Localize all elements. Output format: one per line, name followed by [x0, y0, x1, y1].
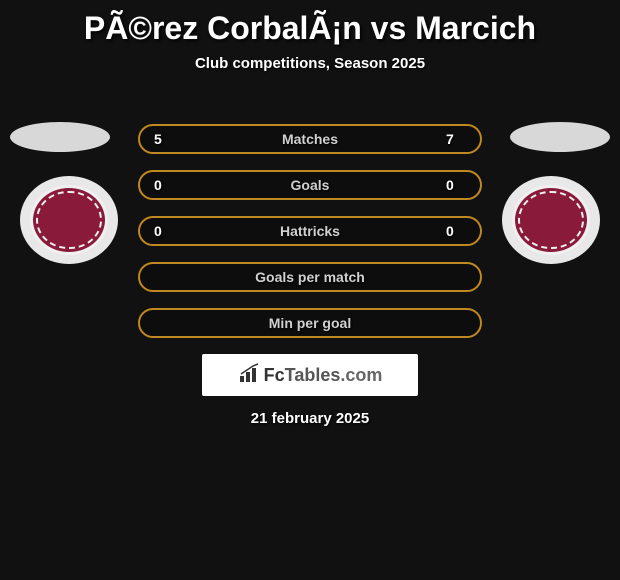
stat-row-goals: 0 Goals 0 [138, 170, 482, 200]
stat-right-value: 0 [446, 177, 466, 193]
stat-right-value: 0 [446, 223, 466, 239]
stat-left-value: 0 [154, 223, 174, 239]
page-title: PÃ©rez CorbalÃ¡n vs Marcich [0, 0, 620, 47]
stat-row-hattricks: 0 Hattricks 0 [138, 216, 482, 246]
club-badge-left [20, 176, 118, 264]
stat-label: Min per goal [269, 315, 351, 331]
club-badge-right [502, 176, 600, 264]
chart-icon [238, 362, 260, 389]
logo-tables: Tables [285, 365, 341, 385]
stat-left-value: 0 [154, 177, 174, 193]
player-avatar-left [10, 122, 110, 152]
stat-label: Hattricks [280, 223, 340, 239]
player-avatar-right [510, 122, 610, 152]
stat-label: Matches [282, 131, 338, 147]
logo-fc: Fc [264, 365, 285, 385]
stats-table: 5 Matches 7 0 Goals 0 0 Hattricks 0 Goal… [138, 124, 482, 354]
stat-left-value: 5 [154, 131, 174, 147]
logo-com: .com [340, 365, 382, 385]
date-label: 21 february 2025 [0, 410, 620, 427]
logo-text: FcTables.com [264, 365, 383, 386]
stat-label: Goals [291, 177, 330, 193]
stat-row-min-per-goal: Min per goal [138, 308, 482, 338]
stat-right-value: 7 [446, 131, 466, 147]
stat-row-goals-per-match: Goals per match [138, 262, 482, 292]
stat-row-matches: 5 Matches 7 [138, 124, 482, 154]
fctables-logo: FcTables.com [202, 354, 418, 396]
subtitle: Club competitions, Season 2025 [0, 55, 620, 72]
stat-label: Goals per match [255, 269, 365, 285]
